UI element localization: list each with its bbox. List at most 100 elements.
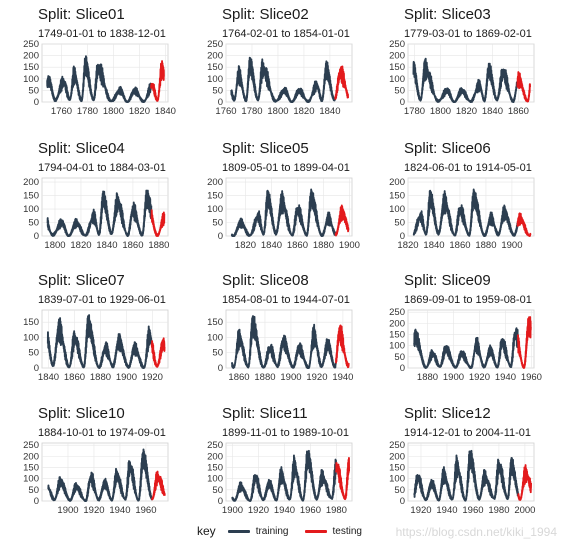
series-line-testing	[517, 316, 532, 369]
series-line-training	[230, 56, 336, 103]
series-line-training	[46, 55, 152, 103]
series-line-training	[413, 327, 519, 369]
x-tick-label: 1880	[90, 372, 111, 383]
facet-plot: 0 50 100 150 1860 1880 1900 1920 1940	[207, 309, 353, 383]
x-tick-label: 1820	[293, 106, 314, 117]
x-tick-label: 1900	[116, 372, 137, 383]
x-tick-label: 1880	[254, 372, 275, 383]
plot-background	[225, 442, 353, 502]
facet-subtitle: 1899-11-01 to 1989-10-01	[222, 427, 350, 439]
y-tick-label: 100	[23, 332, 39, 343]
y-tick-label: 100	[23, 204, 39, 215]
y-tick-label: 100	[389, 74, 405, 85]
x-tick-label: 1920	[306, 372, 327, 383]
x-tick-label: 1780	[77, 106, 98, 117]
facet-panel: Split: Slice01 1749-01-01 to 1838-12-01 0 5…	[23, 6, 223, 136]
y-tick-label: 50	[28, 348, 39, 359]
x-tick-label: 1920	[410, 505, 431, 516]
x-tick-label: 1900	[57, 505, 78, 516]
x-tick-label: 1760	[51, 106, 72, 117]
y-tick-label: 150	[207, 62, 223, 73]
x-tick-label: 1900	[280, 372, 301, 383]
y-tick-label: 200	[23, 177, 39, 188]
x-tick-label: 2000	[514, 505, 535, 516]
x-tick-label: 1840	[423, 240, 444, 251]
facet-panel: Split: Slice11 1899-11-01 to 1989-10-01 0 5…	[207, 405, 407, 535]
facet-subtitle: 1749-01-01 to 1838-12-01	[38, 28, 166, 40]
y-tick-label: 50	[212, 348, 223, 359]
x-tick-label: 1820	[235, 240, 256, 251]
x-tick-label: 1840	[319, 106, 340, 117]
y-tick-label: 50	[28, 85, 39, 96]
x-tick-label: 1900	[501, 240, 522, 251]
legend-item-testing: testing	[304, 526, 362, 537]
x-tick-label: 1900	[222, 505, 243, 516]
y-tick-label: 100	[207, 474, 223, 485]
series-line-testing	[516, 212, 532, 237]
facet-subtitle: 1794-04-01 to 1884-03-01	[38, 162, 166, 174]
y-tick-label: 200	[389, 177, 405, 188]
y-tick-label: 250	[23, 440, 39, 451]
plot-background	[225, 43, 353, 103]
facet-panel: Split: Slice04 1794-04-01 to 1884-03-01 0 5…	[23, 140, 223, 270]
watermark: https://blog.csdn.net/kiki_1994	[395, 525, 557, 539]
y-tick-label: 200	[389, 51, 405, 62]
y-tick-label: 100	[207, 332, 223, 343]
y-tick-label: 50	[394, 85, 405, 96]
y-tick-label: 150	[23, 317, 39, 328]
y-tick-label: 0	[34, 363, 39, 374]
y-tick-label: 50	[394, 218, 405, 229]
series-line-testing	[335, 324, 350, 369]
y-tick-label: 0	[218, 363, 223, 374]
x-tick-label: 1920	[83, 505, 104, 516]
y-tick-label: 100	[389, 204, 405, 215]
series-line-training	[412, 57, 519, 103]
facet-subtitle: 1914-12-01 to 2004-11-01	[404, 427, 532, 439]
y-tick-label: 0	[218, 496, 223, 507]
y-tick-label: 150	[389, 463, 405, 474]
y-tick-label: 200	[207, 451, 223, 462]
facet-plot: 0 50 100 150 200 1820 1840 1860 1880 1900	[389, 177, 535, 251]
facet-title: Split: Slice05	[222, 140, 309, 157]
y-tick-label: 150	[207, 191, 223, 202]
series-line-testing	[516, 71, 531, 103]
facet-plot: 0 50 100 150 1840 1860 1880 1900 1920	[23, 309, 169, 383]
facet-subtitle: 1824-06-01 to 1914-05-01	[404, 162, 532, 174]
facet-subtitle: 1779-03-01 to 1869-02-01	[404, 28, 532, 40]
facet-panel: Split: Slice03 1779-03-01 to 1869-02-01 0 5…	[389, 6, 565, 136]
x-tick-label: 1860	[228, 372, 249, 383]
x-tick-label: 1860	[64, 372, 85, 383]
y-tick-label: 100	[207, 74, 223, 85]
facet-panel: Split: Slice07 1839-07-01 to 1929-06-01 0 5…	[23, 272, 223, 402]
y-tick-label: 0	[400, 231, 405, 242]
x-tick-label: 1780	[241, 106, 262, 117]
series-line-training	[47, 448, 153, 502]
y-tick-label: 100	[23, 474, 39, 485]
x-tick-label: 1960	[521, 372, 542, 383]
y-tick-label: 250	[389, 440, 405, 451]
series-line-testing	[334, 204, 350, 237]
y-tick-label: 150	[23, 463, 39, 474]
x-tick-label: 1920	[469, 372, 490, 383]
legend-item-training: training	[227, 526, 289, 537]
facet-subtitle: 1869-09-01 to 1959-08-01	[404, 294, 532, 306]
facet-title: Split: Slice04	[38, 140, 125, 157]
x-tick-label: 1820	[456, 106, 477, 117]
y-tick-label: 100	[23, 74, 39, 85]
y-tick-label: 150	[207, 317, 223, 328]
series-line-training	[46, 314, 153, 369]
x-tick-label: 1880	[417, 372, 438, 383]
y-tick-label: 150	[389, 62, 405, 73]
y-tick-label: 50	[28, 218, 39, 229]
y-tick-label: 50	[212, 85, 223, 96]
x-tick-label: 1960	[462, 505, 483, 516]
x-tick-label: 1860	[287, 240, 308, 251]
x-tick-label: 1820	[70, 240, 91, 251]
x-tick-label: 1940	[495, 372, 516, 383]
facet-title: Split: Slice06	[404, 140, 491, 157]
facet-panel: Split: Slice12 1914-12-01 to 2004-11-01 0 5…	[389, 405, 565, 535]
